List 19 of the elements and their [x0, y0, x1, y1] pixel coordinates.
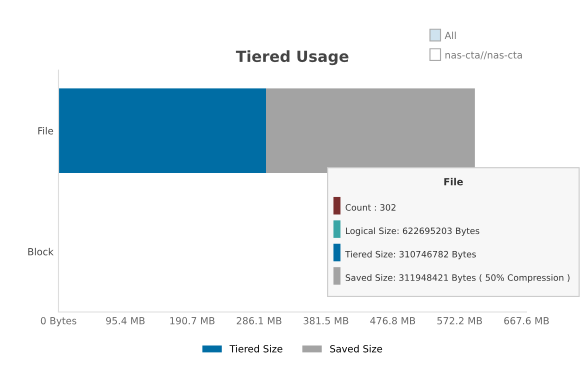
x-tick-label: 286.1 MB [236, 317, 282, 324]
text: nas-cta//nas-cta [445, 51, 522, 60]
x-tick-label: 381.5 MB [304, 317, 348, 324]
annotation: Tiered Size: 310746782 Bytes [345, 250, 476, 260]
legend-label: Tiered Size [230, 344, 282, 352]
x-tick-label: 667.6 MB [504, 317, 549, 324]
x-tick-label: 572.2 MB [437, 317, 482, 324]
annotation: Count : 302 [346, 204, 396, 211]
text: All [444, 32, 456, 39]
x-tick-label: 190.7 MB [170, 317, 214, 324]
annotation: Logical Size: 622695203 Bytes [346, 227, 480, 236]
x-tick-label: 95.4 MB [106, 317, 145, 324]
chart-title: Tiered Usage [236, 50, 348, 66]
y-tick-label: Block [28, 248, 54, 256]
annotation: Saved Size: 311948421 Bytes ( 50% Compression ) [346, 274, 570, 283]
legend-label: Saved Size [330, 344, 382, 352]
x-tick-label: 476.8 MB [370, 317, 416, 324]
annotation: File [444, 178, 463, 186]
x-tick-label: 0 Bytes [40, 317, 76, 326]
